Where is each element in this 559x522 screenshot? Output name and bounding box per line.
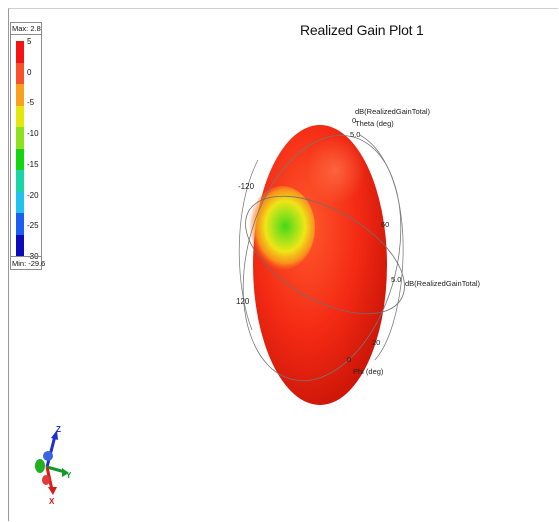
phi-label: Phi (deg) bbox=[353, 367, 384, 376]
phi-circle bbox=[245, 195, 405, 315]
colorbar-segment bbox=[16, 62, 24, 84]
triad-origin-red bbox=[42, 475, 50, 485]
legend-divider-bottom bbox=[11, 256, 41, 257]
plot-frame bbox=[8, 8, 558, 521]
gain-null-region bbox=[249, 186, 315, 270]
x-axis-arrow bbox=[48, 487, 57, 495]
y-axis-label: Y bbox=[66, 471, 72, 480]
z-axis-arrow bbox=[51, 430, 58, 440]
plot-title: Realized Gain Plot 1 bbox=[300, 22, 424, 38]
z-axis-line bbox=[45, 435, 57, 468]
colorbar-segment bbox=[16, 191, 24, 213]
label-top-0: 0 bbox=[352, 116, 356, 125]
legend-tick-label: 0 bbox=[27, 67, 32, 77]
label-left-120: 120 bbox=[236, 297, 250, 306]
label-right-20: 20 bbox=[372, 338, 380, 347]
colorbar-segment bbox=[16, 41, 24, 63]
x-axis-label: X bbox=[49, 497, 55, 506]
legend-max-label: Max: 2.8 bbox=[12, 24, 41, 33]
theta-axis-label: dB(RealizedGainTotal) bbox=[355, 107, 431, 116]
outer-arc-left bbox=[238, 159, 259, 331]
colorbar-segment bbox=[16, 213, 24, 235]
triad-origin-blue bbox=[43, 451, 53, 461]
legend-divider-top bbox=[11, 34, 41, 35]
theta-label: Theta (deg) bbox=[355, 119, 394, 128]
colorbar-segment bbox=[16, 105, 24, 127]
legend-colorbar bbox=[16, 41, 24, 256]
y-axis-arrow bbox=[62, 468, 69, 477]
label-left-m120: -120 bbox=[238, 182, 255, 191]
colorbar-segment bbox=[16, 84, 24, 106]
legend-tick-label: -20 bbox=[27, 190, 39, 200]
triad-origin-green bbox=[35, 459, 45, 473]
label-bottom-0: 0 bbox=[347, 355, 351, 364]
legend-tick-label: -25 bbox=[27, 221, 39, 231]
colorbar-segment bbox=[16, 170, 24, 192]
label-right-5: 5.0 bbox=[391, 275, 401, 284]
legend-tick-label: -15 bbox=[27, 159, 39, 169]
legend-tick-label: -10 bbox=[27, 129, 39, 139]
legend-tick-label: -5 bbox=[27, 98, 35, 108]
outer-arc bbox=[359, 134, 404, 361]
legend-tick-label: 5 bbox=[27, 37, 32, 46]
gain-surface-highlight bbox=[306, 136, 366, 204]
color-legend: Max: 2.8 5 0 -5 -10 -15 -20 -25 -30 Min: -29.6 bbox=[10, 22, 46, 270]
axes-triad: Z Y X bbox=[35, 425, 72, 506]
colorbar-segment bbox=[16, 234, 24, 256]
phi-axis-label: dB(RealizedGainTotal) bbox=[405, 279, 481, 288]
label-top-5: 5.0 bbox=[350, 130, 360, 139]
legend-min-label: Min: -29.6 bbox=[12, 259, 46, 268]
colorbar-segment bbox=[16, 148, 24, 170]
colorbar-segment bbox=[16, 127, 24, 149]
label-right-60: 60 bbox=[381, 220, 389, 229]
z-axis-label: Z bbox=[56, 425, 61, 434]
